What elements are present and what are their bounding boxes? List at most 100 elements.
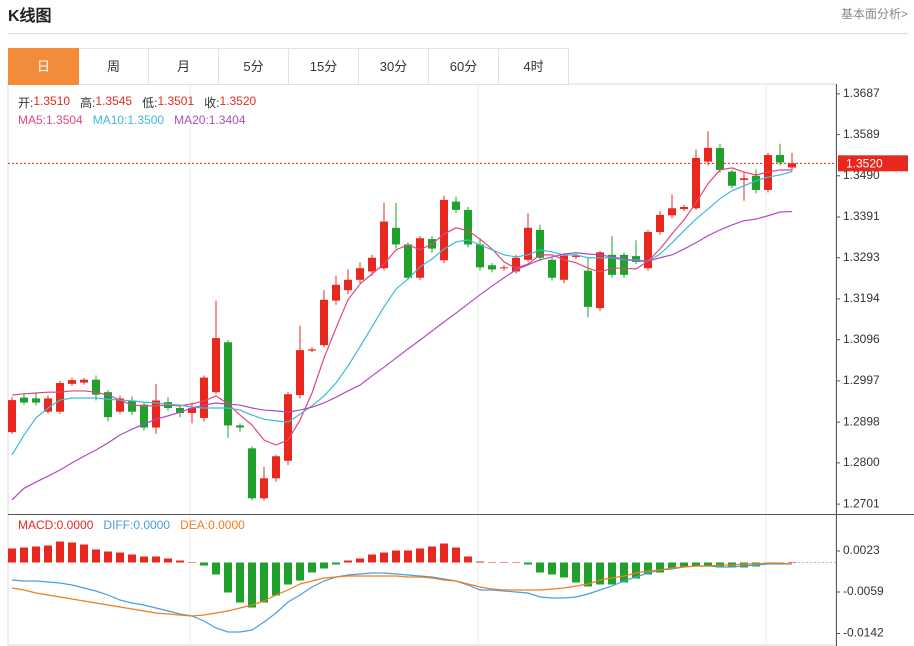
- info-value: 1.3501: [157, 94, 195, 108]
- candle-body: [776, 154, 784, 163]
- legend-value: 1.3500: [127, 113, 165, 127]
- candle-body: [488, 265, 496, 270]
- candle-body: [260, 478, 268, 499]
- candle-body: [752, 175, 760, 190]
- candle-body: [584, 270, 592, 307]
- candle-body: [296, 350, 304, 396]
- candle-body: [224, 342, 232, 426]
- candle-body: [392, 227, 400, 245]
- macd-bar: [80, 544, 88, 563]
- period-tab[interactable]: 4时: [499, 48, 569, 85]
- macd-bar: [308, 562, 316, 573]
- candle-body: [716, 147, 724, 170]
- period-tab[interactable]: 日: [8, 48, 79, 85]
- macd-bar: [740, 562, 748, 568]
- macd-bar: [500, 562, 508, 563]
- macd-bar: [8, 548, 16, 563]
- macd-legend: MACD: 0.0000 DIFF: 0.0000 DEA: 0.0000: [18, 518, 255, 532]
- candle-body: [644, 231, 652, 269]
- candle-body: [536, 229, 544, 258]
- period-tab[interactable]: 月: [149, 48, 219, 85]
- macd-bar: [344, 560, 352, 563]
- candle-body: [152, 400, 160, 428]
- macd-bar: [320, 562, 328, 569]
- macd-bar: [56, 541, 64, 563]
- candle-body: [632, 256, 640, 262]
- macd-bar: [140, 556, 148, 563]
- candle-body: [56, 383, 64, 412]
- candle-body: [356, 268, 364, 280]
- info-label: 开:: [18, 96, 34, 110]
- candle-body: [596, 252, 604, 309]
- period-tab[interactable]: 30分: [359, 48, 429, 85]
- period-tab[interactable]: 60分: [429, 48, 499, 85]
- candle-body: [572, 255, 580, 257]
- candle-body: [248, 448, 256, 499]
- candle-body: [704, 147, 712, 162]
- ohlc-info: 开: 1.3510 高: 1.3545 低: 1.3501 收: 1.3520: [18, 94, 266, 111]
- info-label: 收:: [204, 96, 220, 110]
- macd-bar: [416, 548, 424, 563]
- ma-legend: MA5: 1.3504 MA10: 1.3500 MA20: 1.3404: [18, 113, 256, 127]
- macd-bar: [92, 549, 100, 563]
- macd-bar: [632, 562, 640, 579]
- macd-bar: [284, 562, 292, 585]
- legend-value: 0.0000: [208, 518, 245, 532]
- macd-bar: [428, 546, 436, 563]
- macd-bar: [452, 547, 460, 563]
- candle-body: [440, 199, 448, 261]
- macd-bar: [116, 552, 124, 563]
- macd-bar: [404, 550, 412, 563]
- period-tab[interactable]: 15分: [289, 48, 359, 85]
- macd-bar: [236, 562, 244, 603]
- y-tick-label: 1.3687: [843, 86, 880, 100]
- candle-body: [728, 171, 736, 186]
- period-tab[interactable]: 周: [79, 48, 149, 85]
- macd-bar: [608, 562, 616, 585]
- candle-body: [80, 379, 88, 383]
- macd-bar: [68, 542, 76, 563]
- legend-value: 0.0000: [133, 518, 171, 532]
- candle-body: [620, 254, 628, 275]
- legend-value: 0.0000: [56, 518, 94, 532]
- macd-bar: [440, 543, 448, 563]
- candle-body: [788, 163, 796, 168]
- legend-name: MA20:: [174, 113, 209, 127]
- macd-bar: [104, 551, 112, 563]
- candle-body: [740, 178, 748, 180]
- y-tick-label: 1.3589: [843, 127, 880, 141]
- macd-bar: [656, 562, 664, 573]
- period-tab[interactable]: 5分: [219, 48, 289, 85]
- candle-body: [272, 456, 280, 479]
- indicator-line: [11, 171, 793, 456]
- indicator-line: [11, 563, 792, 633]
- macd-bar: [584, 562, 592, 587]
- macd-bar: [164, 558, 172, 563]
- macd-bar: [152, 556, 160, 563]
- macd-bar: [524, 562, 532, 565]
- macd-bar: [488, 562, 496, 563]
- macd-bar: [668, 562, 676, 569]
- candle-body: [236, 425, 244, 428]
- macd-bar: [704, 562, 712, 567]
- last-price-label: 1.3520: [846, 156, 883, 170]
- candle-body: [656, 214, 664, 232]
- y-tick-label: 1.2701: [843, 496, 880, 510]
- y-tick-label: 0.0023: [843, 543, 880, 557]
- fundamental-link[interactable]: 基本面分析>: [840, 7, 908, 21]
- macd-bar: [464, 556, 472, 563]
- candle-body: [368, 257, 376, 272]
- macd-bar: [644, 562, 652, 575]
- macd-bar: [548, 562, 556, 575]
- last-price-box: [838, 155, 908, 172]
- macd-bar: [536, 562, 544, 573]
- candle-body: [32, 398, 40, 403]
- macd-bar: [560, 562, 568, 578]
- info-label: 高:: [80, 96, 96, 110]
- macd-bar: [788, 562, 796, 563]
- candle-body: [380, 221, 388, 269]
- candle-body: [92, 379, 100, 395]
- candle-body: [692, 157, 700, 209]
- macd-bar: [200, 562, 208, 566]
- y-tick-label: 1.3293: [843, 250, 880, 264]
